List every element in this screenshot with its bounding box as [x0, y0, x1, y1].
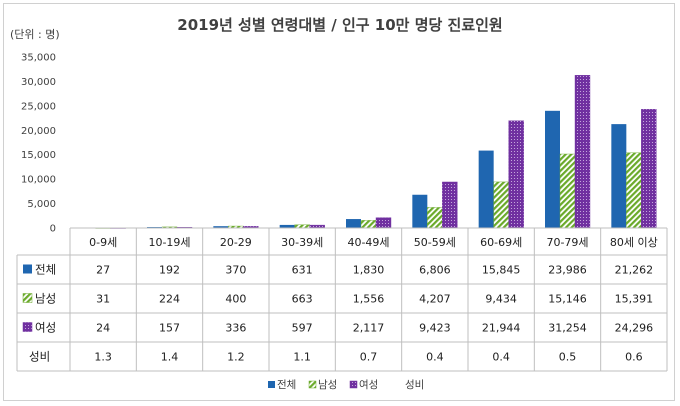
bar-여성: [508, 120, 524, 229]
category-label: 10-19세: [148, 236, 190, 249]
bar-여성: [641, 109, 657, 229]
bar-남성: [493, 181, 509, 229]
ratio-label: 0.4: [492, 351, 510, 364]
legend-key-남성: [22, 293, 33, 303]
bar-전체: [478, 150, 494, 228]
data-label: 21,262: [615, 264, 654, 277]
data-label: 15,146: [548, 293, 587, 306]
y-tick-label: 5,000: [27, 199, 56, 210]
category-label: 40-49세: [347, 236, 389, 249]
data-label: 31,254: [548, 322, 587, 335]
bar-여성: [375, 217, 392, 229]
category-label: 0-9세: [89, 236, 117, 249]
bar-전체: [213, 226, 229, 228]
data-label: 400: [225, 293, 246, 306]
data-label: 370: [225, 264, 246, 277]
ratio-label: 0.4: [426, 351, 444, 364]
legend-swatch-남성: [308, 380, 317, 389]
y-tick-label: 20,000: [21, 126, 56, 137]
ratio-label: 1.3: [94, 351, 112, 364]
data-table: 0-9세 10-19세 20-29 30-39세 40-49세 50-59세 60-69세 7…: [16, 228, 668, 372]
bar-남성: [559, 153, 576, 229]
data-label: 24,296: [615, 322, 654, 335]
data-label: 24: [96, 322, 110, 335]
data-label: 15,845: [482, 264, 521, 277]
data-label: 1,556: [353, 293, 385, 306]
data-label: 31: [96, 293, 110, 306]
ratio-label: 0.5: [559, 351, 577, 364]
category-label: 70-79세: [546, 236, 588, 249]
legend-label: 성비: [405, 379, 424, 391]
legend-key-전체: [23, 264, 32, 274]
y-tick-label: 15,000: [21, 150, 56, 161]
data-label: 631: [292, 264, 313, 277]
data-label: 192: [159, 264, 180, 277]
category-label: 50-59세: [414, 236, 456, 249]
ratio-label: 1.4: [161, 351, 179, 364]
bar-전체: [346, 219, 361, 228]
bar-전체: [279, 224, 295, 228]
legend-label: 여성: [359, 379, 378, 391]
category-label: 60-69세: [480, 236, 522, 249]
row-label: 여성: [35, 321, 56, 335]
data-label: 6,806: [419, 264, 451, 277]
category-label: 30-39세: [281, 236, 323, 249]
legend-label: 전체: [277, 379, 296, 391]
legend-label: 남성: [318, 379, 337, 391]
data-label: 27: [96, 264, 110, 277]
category-label: 20-29: [220, 236, 252, 249]
data-label: 4,207: [419, 293, 451, 306]
bar-여성: [574, 75, 591, 229]
category-label: 80세 이상: [610, 236, 658, 249]
data-label: 336: [225, 322, 246, 335]
data-label: 9,423: [419, 322, 451, 335]
ratio-label: 1.1: [293, 351, 311, 364]
chart-title: 2019년 성별 연령대별 / 인구 10만 명당 진료인원: [177, 16, 502, 34]
data-label: 1,830: [353, 264, 385, 277]
bar-남성: [360, 220, 377, 229]
row-label: 성비: [29, 350, 50, 364]
data-label: 2,117: [353, 322, 385, 335]
bar-전체: [611, 124, 627, 228]
row-label: 남성: [35, 292, 56, 306]
data-label: 21,944: [482, 322, 521, 335]
data-label: 9,434: [485, 293, 517, 306]
data-label: 23,986: [548, 264, 587, 277]
data-label: 597: [292, 322, 313, 335]
bar-전체: [412, 194, 428, 228]
data-label: 15,391: [615, 293, 654, 306]
y-tick-label: 10,000: [21, 175, 56, 186]
row-label: 전체: [35, 263, 56, 277]
y-tick-label: 30,000: [21, 77, 56, 88]
y-tick-label: 0: [50, 224, 56, 235]
bar-남성: [427, 207, 443, 229]
bar-여성: [442, 181, 458, 229]
data-label: 157: [159, 322, 180, 335]
legend-swatch-여성: [349, 380, 358, 389]
unit-label: (단위 : 명): [10, 28, 60, 41]
data-label: 663: [292, 293, 313, 306]
ratio-label: 1.2: [227, 351, 245, 364]
legend-key-여성: [22, 322, 33, 332]
ratio-label: 0.7: [360, 351, 378, 364]
legend-swatch-전체: [268, 381, 275, 388]
ratio-label: 0.6: [625, 351, 643, 364]
bar-전체: [545, 110, 560, 228]
y-tick-label: 25,000: [21, 101, 56, 112]
y-axis: 0 5,000 10,000 15,000 20,000 25,000 30,000 35,0…: [21, 53, 56, 235]
bar-남성: [626, 152, 642, 229]
legend: 전체 남성 여성 성비: [268, 379, 424, 391]
data-label: 224: [159, 293, 180, 306]
y-tick-label: 35,000: [21, 53, 56, 64]
bars: [70, 75, 667, 229]
